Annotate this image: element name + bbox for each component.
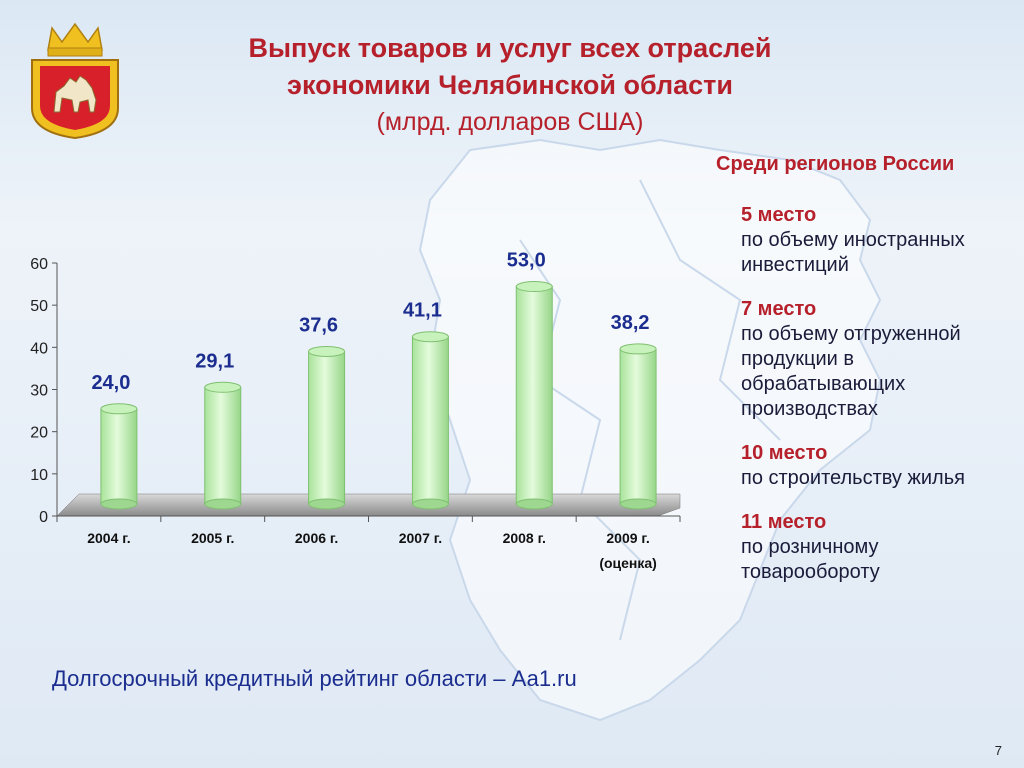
ranking-item: 7 место по объему отгруженной продукции … [741,297,1016,422]
bar-chart: 0 10 20 30 40 50 60 24,0 2004 г. 29,1 2005 г. 37,6 2… [30,250,681,571]
bar-cap [204,381,242,393]
credit-rating-text: Долгосрочный кредитный рейтинг области –… [52,666,577,691]
bar-base [411,498,449,510]
ranking-place: 7 место [741,298,817,320]
bar-base [515,498,553,510]
bar-cap [515,281,553,293]
y-tick-label: 30 [30,383,48,400]
x-tick-label: 2007 г. [399,530,442,546]
y-tick-label: 50 [30,298,48,315]
bar-cap [100,403,138,415]
crown-icon [47,22,103,57]
title-line-2: экономики Челябинской области [287,70,733,100]
x-tick-label: 2008 г. [503,530,546,546]
y-tick-label: 0 [39,509,48,526]
ranking-place: 10 место [741,442,828,464]
ranking-place: 11 место [741,511,827,533]
x-tick-label: 2005 г. [191,530,234,546]
ranking-description: по строительству жилья [741,467,965,489]
ranking-description: по объему отгруженной продукции в обраба… [741,323,961,420]
data-label: 29,1 [195,350,234,372]
ranking-item: 5 место по объему иностранных инвестиций [741,203,1016,278]
ranking-item: 11 место по розничному товарообороту [741,510,1016,585]
x-tick-label: 2006 г. [295,530,338,546]
data-label: 37,6 [299,314,338,336]
bar [308,350,346,505]
page-number: 7 [994,743,1002,758]
bar-base [308,498,346,510]
data-label: 38,2 [611,312,650,334]
y-tick-label: 40 [30,340,48,357]
bar-cap [619,343,657,355]
ranking-description: по объему иностранных инвестиций [741,229,965,276]
y-tick-label: 60 [30,256,48,273]
bar [619,348,657,505]
bar [411,336,449,505]
bar-base [100,498,138,510]
ranking-place: 5 место [741,204,817,226]
title-line-1: Выпуск товаров и услуг всех отраслей [248,33,772,63]
title-units: (млрд. долларов США) [376,108,644,136]
ranking-description: по розничному товарообороту [741,536,880,583]
coat-of-arms-emblem [31,22,119,140]
slide-title: Выпуск товаров и услуг всех отраслей эко… [150,30,870,141]
bar-cap [308,345,346,357]
bar-base [619,498,657,510]
data-label: 24,0 [91,372,130,394]
chart-floor [56,493,681,517]
rankings-panel: Среди регионов России 5 место по объему … [716,152,1016,604]
bar-base [204,498,242,510]
y-tick-label: 10 [30,467,48,484]
x-tick-label: 2009 г. [606,530,649,546]
x-tick-label: 2004 г. [87,530,130,546]
data-label: 53,0 [507,250,546,272]
bar [100,408,138,505]
bar [515,286,553,505]
rankings-heading: Среди регионов России [716,153,955,175]
bar-cap [411,331,449,343]
y-tick-label: 20 [30,425,48,442]
ranking-item: 10 место по строительству жилья [741,441,1016,491]
data-label: 41,1 [403,300,442,322]
x-tick-note: (оценка) [599,555,657,571]
camel-icon [53,75,97,113]
bar [204,386,242,505]
